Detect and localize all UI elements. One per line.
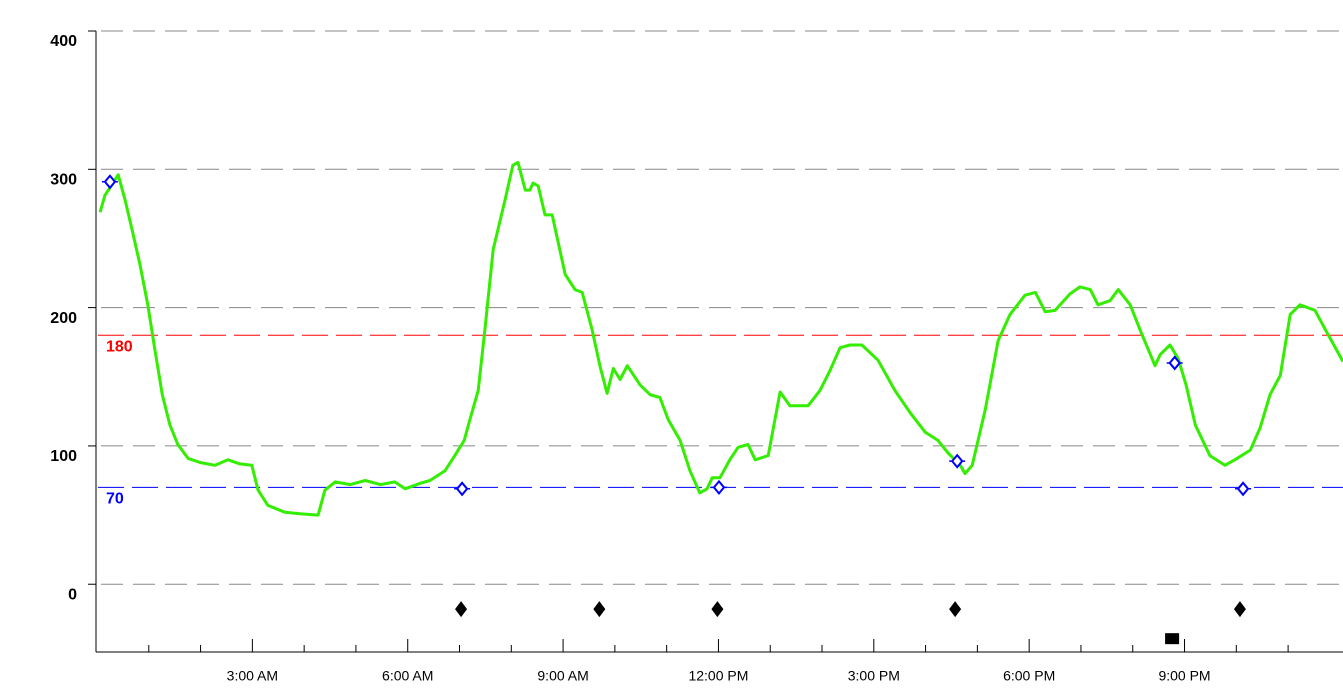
y-tick-label: 0 [68,586,77,603]
reading-marker-part [712,479,726,495]
x-tick-label: 3:00 AM [227,668,278,684]
event-diamond [593,601,606,618]
reading-marker [101,174,118,190]
x-tick-label: 6:00 PM [1003,668,1055,684]
reading-marker-part [103,174,117,190]
x-tick-label: 6:00 AM [382,668,433,684]
x-tick-label: 9:00 PM [1158,668,1210,684]
event-diamond [455,601,468,618]
event-diamond [1233,601,1246,618]
event-diamond [711,601,724,618]
reading-marker-part [950,453,964,469]
reading-marker [1235,481,1252,497]
y-tick-label: 300 [50,172,77,189]
glucose-line [98,160,1343,517]
reading-marker-part [1168,355,1181,371]
reading-marker-part [1236,481,1250,497]
reading-marker [454,481,471,497]
x-tick-label: 3:00 PM [848,668,900,684]
event-diamond [949,601,962,618]
reading-marker [949,453,966,469]
x-tick-label: 9:00 AM [537,668,588,684]
y-tick-label: 200 [50,310,77,327]
event-square [1165,633,1180,645]
reading-marker [1166,355,1183,371]
y-tick-label: 400 [50,33,77,50]
y-tick-label: 100 [50,448,77,465]
threshold-label: 70 [106,491,124,508]
reading-marker [710,479,727,495]
x-tick-label: 12:00 PM [688,668,748,684]
reading-marker-part [455,481,469,497]
threshold-label: 180 [106,338,133,355]
